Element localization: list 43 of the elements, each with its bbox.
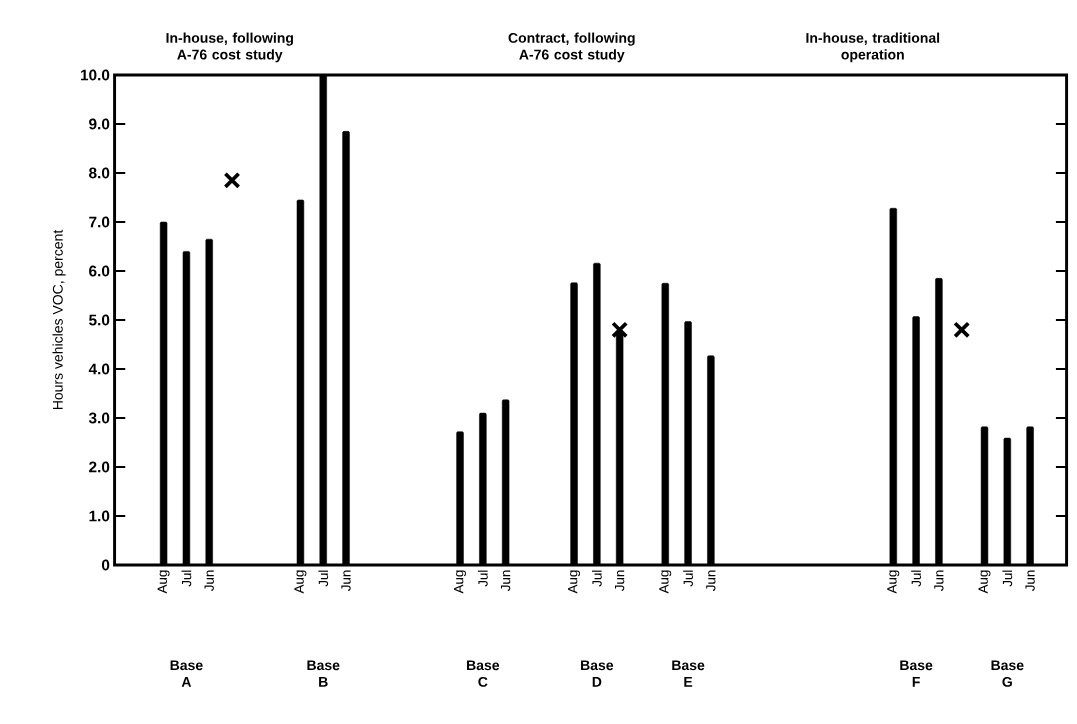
- x-tick-label: Jun: [204, 570, 214, 591]
- text: Contract, following A-76 cost study: [508, 32, 635, 63]
- x-tick-label: Aug: [978, 570, 991, 594]
- text: In-house, traditional operation: [806, 32, 940, 63]
- y-tick-label: 2.0: [89, 461, 110, 473]
- text: Base B: [307, 660, 340, 687]
- x-tick-label: Jul: [477, 570, 488, 587]
- y-tick-label: 3.0: [88, 412, 110, 424]
- x-tick-label: Aug: [454, 570, 467, 594]
- y-tick-label: 8.0: [89, 167, 110, 179]
- x-tick-label: Jun: [341, 570, 351, 591]
- text: Base C: [467, 660, 500, 687]
- x-tick-label: Aug: [887, 570, 900, 594]
- x-tick-label: Jun: [934, 570, 944, 591]
- y-tick-label: 5.0: [89, 314, 110, 326]
- y-tick-label: 9.0: [89, 118, 110, 130]
- y-tick-label: 7.0: [89, 216, 110, 228]
- x-tick-label: Jun: [1025, 570, 1035, 591]
- x-tick-label: Jul: [318, 570, 329, 587]
- x-tick-label: Jul: [181, 570, 192, 587]
- y-tick-label: 0: [101, 559, 110, 571]
- x-tick-label: Aug: [157, 570, 170, 594]
- x-tick-label: Jun: [706, 570, 716, 591]
- x-tick-label: Jul: [683, 570, 693, 587]
- text: In-house, following A-76 cost study: [166, 32, 293, 63]
- x-tick-label: Jul: [591, 570, 602, 587]
- x-tick-label: Jul: [911, 570, 921, 587]
- text: Base A: [170, 660, 203, 687]
- x-tick-label: Jun: [500, 570, 511, 591]
- x-tick-label: Jun: [615, 570, 625, 591]
- y-axis-title: Hours vehicles VOC, percent: [52, 229, 66, 410]
- text: Base E: [672, 660, 705, 687]
- x-tick-label: Aug: [568, 570, 581, 594]
- x-tick-label: Aug: [294, 570, 307, 594]
- text: Base D: [581, 660, 614, 687]
- x-tick-label: Jul: [1002, 570, 1013, 587]
- y-tick-label: 6.0: [89, 265, 110, 277]
- text: Base G: [991, 660, 1024, 687]
- text: Base F: [900, 660, 933, 687]
- y-tick-label: 10.0: [80, 69, 110, 81]
- x-tick-label: Aug: [659, 570, 672, 594]
- y-tick-label: 4.0: [88, 363, 110, 375]
- y-tick-label: 1.0: [89, 510, 110, 522]
